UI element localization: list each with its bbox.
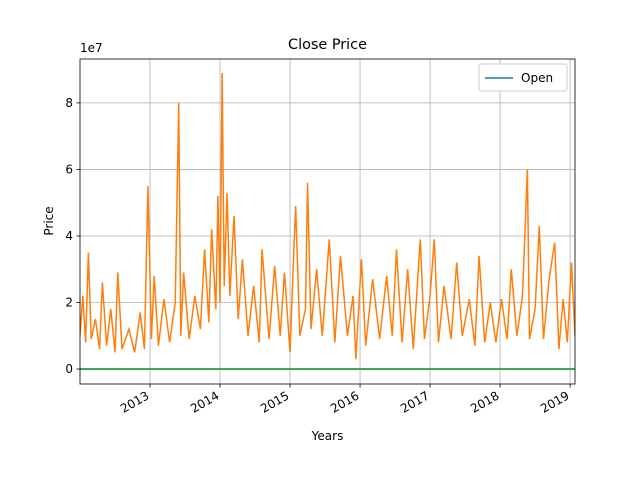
y-offset-label: 1e7 [80,41,103,55]
series-line [80,72,575,360]
y-tick-label: 6 [65,162,73,176]
y-tick-label: 2 [65,296,73,310]
x-axis-label: Years [311,429,344,443]
y-axis-label: Price [42,206,56,235]
y-tick-label: 4 [65,229,73,243]
legend: Open [478,63,568,92]
chart-title: Close Price [288,37,367,53]
legend-label: Open [521,71,553,85]
legend-box [478,63,568,92]
plot-frame [79,58,576,385]
y-tick-label: 0 [65,362,73,376]
y-tick-label: 8 [65,96,73,110]
